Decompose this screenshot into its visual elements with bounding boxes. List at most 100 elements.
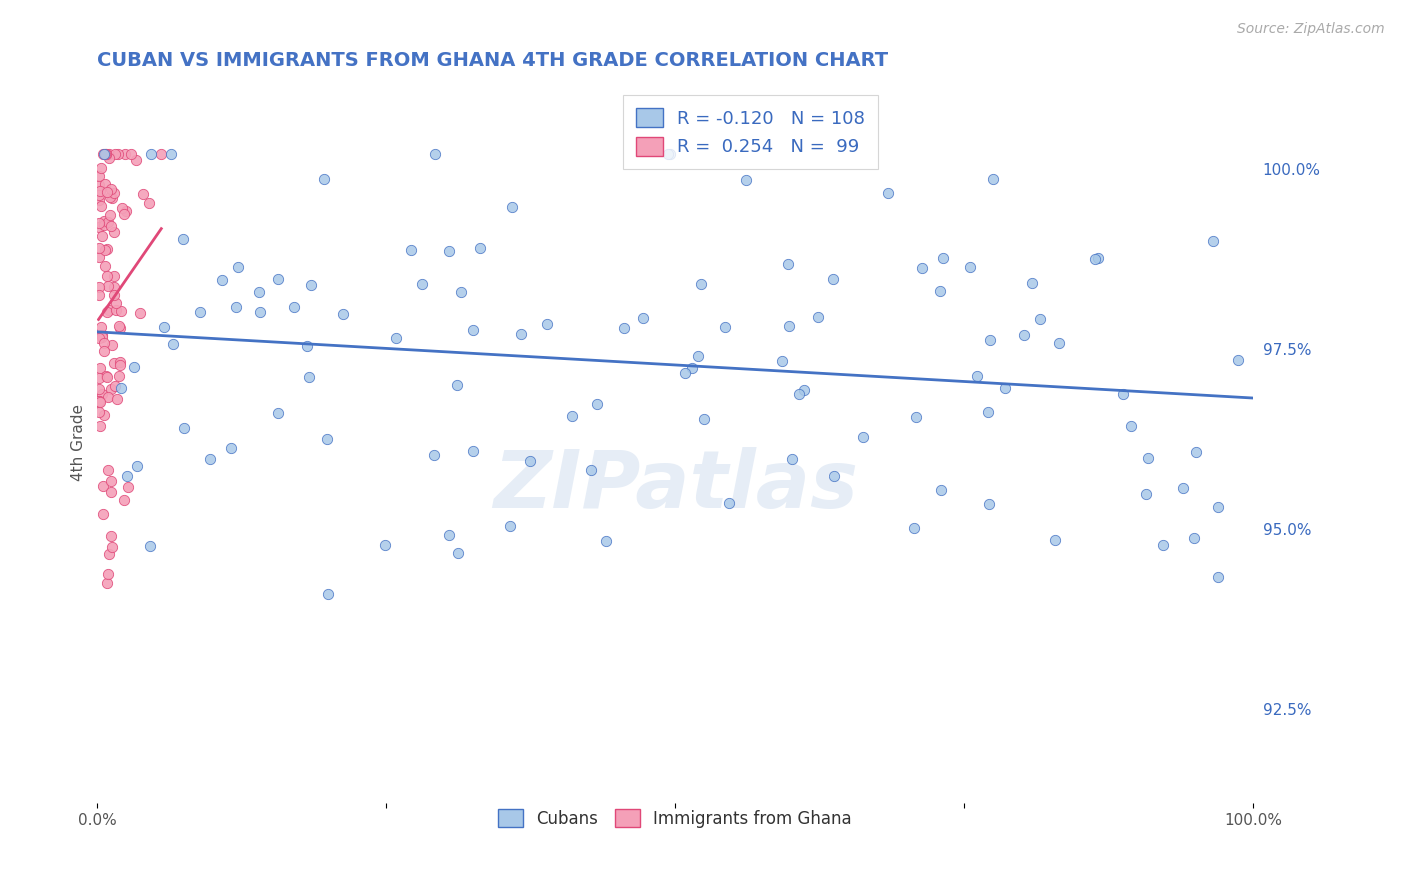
Point (105, 302, 128, 317)
Point (1084, 252, 1107, 266)
Point (96, 576, 118, 591)
Point (100, 529, 122, 543)
Point (87, 393, 110, 408)
Point (100, 382, 122, 396)
Point (108, 368, 131, 383)
Point (139, 147, 162, 161)
Point (929, 483, 952, 498)
Point (96, 147, 118, 161)
Point (959, 260, 981, 274)
Point (89, 360, 111, 375)
Point (1185, 445, 1208, 459)
Point (98, 147, 121, 161)
Point (928, 284, 950, 298)
Point (93, 218, 115, 232)
Point (1087, 252, 1109, 266)
Point (115, 468, 138, 483)
Point (97, 566, 120, 581)
Point (101, 540, 124, 554)
Point (977, 496, 1000, 510)
Point (87, 330, 110, 344)
Point (97, 215, 120, 229)
Point (110, 355, 132, 369)
Point (138, 539, 160, 553)
Point (228, 260, 250, 275)
Point (104, 147, 127, 161)
Point (87, 287, 110, 301)
Point (932, 251, 955, 265)
Point (132, 187, 155, 202)
Point (90, 161, 112, 175)
Point (658, 147, 681, 161)
Point (172, 232, 194, 246)
Legend: Cubans, Immigrants from Ghana: Cubans, Immigrants from Ghana (492, 802, 859, 834)
Point (780, 452, 803, 467)
Point (681, 360, 703, 375)
Text: CUBAN VS IMMIGRANTS FROM GHANA 4TH GRADE CORRELATION CHART: CUBAN VS IMMIGRANTS FROM GHANA 4TH GRADE… (97, 51, 889, 70)
Point (103, 279, 125, 293)
Point (94, 147, 117, 161)
Point (90, 330, 112, 344)
Point (778, 319, 800, 334)
Point (103, 226, 125, 240)
Point (1182, 531, 1205, 545)
Point (789, 387, 811, 401)
Point (690, 277, 713, 291)
Point (657, 147, 679, 161)
Point (97, 390, 120, 404)
Point (89, 419, 111, 434)
Point (200, 451, 222, 466)
Point (463, 444, 485, 458)
Point (150, 147, 173, 161)
Point (89, 185, 111, 199)
Point (821, 272, 844, 286)
Point (129, 306, 152, 320)
Point (87, 216, 110, 230)
Point (159, 147, 181, 161)
Point (87, 280, 110, 294)
Point (87, 169, 110, 183)
Point (89, 371, 111, 385)
Point (1021, 276, 1043, 290)
Point (138, 196, 160, 211)
Point (249, 305, 271, 319)
Point (94, 243, 117, 257)
Point (112, 207, 135, 221)
Text: Source: ZipAtlas.com: Source: ZipAtlas.com (1237, 22, 1385, 37)
Point (124, 153, 146, 167)
Point (316, 432, 339, 446)
Point (446, 377, 468, 392)
Point (1014, 328, 1036, 343)
Point (87, 394, 110, 409)
Point (98, 547, 121, 561)
Point (104, 295, 127, 310)
Point (561, 409, 583, 423)
Point (1171, 481, 1194, 495)
Point (100, 182, 122, 196)
Point (101, 191, 124, 205)
Point (87, 395, 110, 409)
Point (100, 485, 122, 500)
Point (509, 326, 531, 341)
Point (807, 310, 830, 324)
Point (1121, 419, 1143, 434)
Point (91, 479, 114, 493)
Point (1043, 533, 1066, 548)
Point (111, 201, 134, 215)
Point (87, 220, 110, 235)
Point (374, 538, 396, 552)
Point (110, 304, 132, 318)
Point (87, 405, 110, 419)
Point (1137, 451, 1160, 466)
Point (297, 338, 319, 352)
Point (1135, 487, 1157, 501)
Point (439, 244, 461, 258)
Point (904, 409, 927, 424)
Point (1152, 538, 1174, 552)
Point (103, 268, 125, 283)
Point (1047, 336, 1070, 351)
Point (332, 307, 354, 321)
Point (108, 318, 131, 333)
Point (96, 242, 118, 256)
Point (117, 479, 139, 493)
